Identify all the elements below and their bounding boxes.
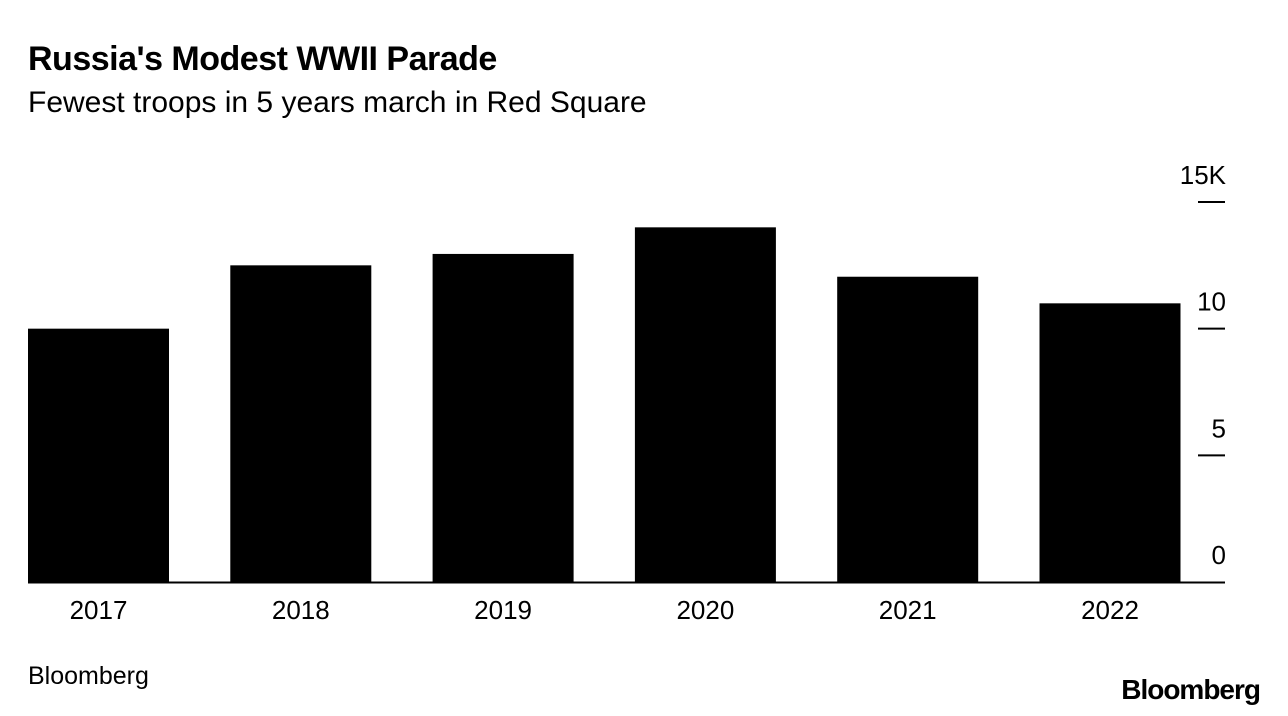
bar-2022 [1039,303,1181,582]
y-tick-label-5: 5 [1212,413,1226,443]
source-label: Bloomberg [28,662,149,690]
bar-2017 [28,328,169,582]
x-tick-label-2017: 2017 [70,595,128,625]
x-tick-label-2020: 2020 [676,595,734,625]
y-tick-label-15K: 15K [1180,160,1227,190]
x-tick-label-2018: 2018 [272,595,330,625]
bar-2019 [432,253,574,582]
bar-2020 [634,227,776,583]
chart-title: Russia's Modest WWII Parade [28,40,497,78]
bar-2018 [230,265,372,582]
chart-subtitle: Fewest troops in 5 years march in Red Sq… [28,86,647,119]
x-tick-label-2022: 2022 [1081,595,1139,625]
x-tick-label-2021: 2021 [879,595,937,625]
y-tick-label-0: 0 [1212,540,1226,570]
x-tick-label-2019: 2019 [474,595,532,625]
bloomberg-logo: Bloomberg [1121,674,1261,705]
y-tick-label-10: 10 [1197,287,1226,317]
bar-2021 [837,276,979,582]
